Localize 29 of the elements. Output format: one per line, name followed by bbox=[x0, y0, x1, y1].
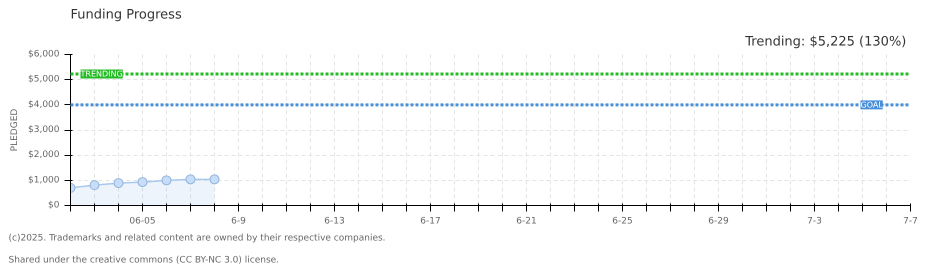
point bbox=[114, 178, 124, 188]
y-tick-label: $4,000 bbox=[28, 100, 60, 110]
y-tick-label: $6,000 bbox=[28, 50, 60, 60]
y-tick-label: $0 bbox=[48, 200, 60, 210]
y-tick-label: $1,000 bbox=[28, 175, 60, 186]
y-tick-label: $5,000 bbox=[28, 74, 60, 85]
x-tick-label: 6-21 bbox=[516, 216, 537, 226]
x-tick-label: 6-25 bbox=[612, 216, 633, 226]
ref-line-label: GOAL bbox=[860, 100, 884, 110]
x-tick-label: 6-29 bbox=[708, 216, 729, 226]
x-tick-label: 7-3 bbox=[807, 216, 822, 226]
y-tick-label: $2,000 bbox=[28, 150, 60, 160]
text: Trending: $5,225 (130%) bbox=[744, 34, 906, 50]
x-tick-label: 6-9 bbox=[231, 216, 246, 226]
point bbox=[210, 174, 220, 184]
x-tick-label: 7-7 bbox=[903, 216, 918, 226]
point bbox=[186, 174, 196, 184]
chart-title: Funding Progress bbox=[70, 8, 182, 22]
ref-line-label: TRENDING bbox=[80, 70, 123, 79]
text: Shared under the creative commons (CC BY-NC 3.0) license. bbox=[8, 256, 280, 266]
point bbox=[90, 180, 100, 190]
x-tick-label: 06-05 bbox=[129, 216, 156, 226]
point bbox=[138, 177, 148, 188]
point bbox=[162, 175, 172, 186]
y-axis-title: PLEDGED bbox=[10, 108, 20, 152]
x-tick-label: 6-17 bbox=[420, 216, 441, 226]
text: (c)2025. Trademarks and related content are owned by their respective companies. bbox=[8, 234, 386, 244]
x-tick-label: 6-13 bbox=[324, 216, 345, 226]
y-tick-label: $3,000 bbox=[28, 125, 60, 135]
